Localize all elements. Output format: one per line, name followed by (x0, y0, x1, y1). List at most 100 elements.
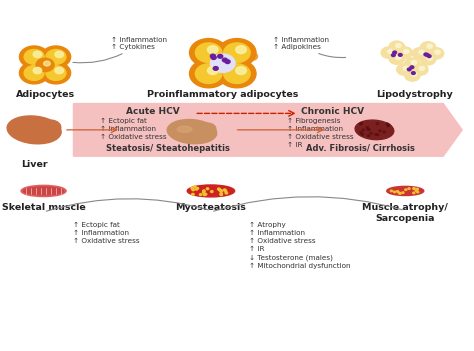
Circle shape (206, 188, 209, 190)
Circle shape (389, 41, 404, 52)
Circle shape (392, 54, 395, 57)
Circle shape (213, 67, 218, 70)
Circle shape (389, 53, 404, 64)
Ellipse shape (355, 120, 394, 140)
Text: Steatosis/ Steatohepatitis: Steatosis/ Steatohepatitis (106, 144, 230, 153)
Ellipse shape (187, 185, 235, 197)
Text: Adipocytes: Adipocytes (16, 90, 74, 99)
Circle shape (402, 192, 404, 193)
Text: ↑ Inflammation
↑ Adipokines: ↑ Inflammation ↑ Adipokines (273, 37, 346, 58)
Circle shape (411, 60, 417, 64)
Circle shape (403, 66, 409, 70)
Circle shape (410, 66, 414, 69)
Circle shape (397, 64, 412, 75)
Circle shape (367, 128, 369, 130)
Circle shape (376, 134, 379, 135)
Circle shape (218, 60, 256, 88)
Circle shape (386, 123, 389, 125)
Circle shape (404, 49, 409, 53)
Circle shape (374, 134, 377, 135)
Circle shape (393, 51, 397, 54)
Circle shape (204, 193, 207, 195)
Circle shape (388, 49, 393, 53)
Circle shape (428, 48, 444, 59)
Circle shape (24, 49, 44, 64)
Circle shape (427, 44, 432, 48)
Ellipse shape (23, 187, 64, 195)
Circle shape (46, 49, 66, 64)
Circle shape (208, 67, 218, 74)
Circle shape (381, 47, 396, 58)
Circle shape (203, 190, 205, 192)
Circle shape (393, 191, 396, 193)
Circle shape (219, 189, 221, 191)
Circle shape (210, 54, 235, 72)
Ellipse shape (196, 123, 216, 135)
Circle shape (220, 194, 222, 196)
Circle shape (398, 192, 401, 194)
Circle shape (420, 54, 436, 65)
Circle shape (359, 123, 362, 125)
Circle shape (220, 190, 222, 192)
Text: Adv. Fibrosis/ Cirrhosis: Adv. Fibrosis/ Cirrhosis (306, 144, 415, 153)
Circle shape (360, 122, 363, 124)
Circle shape (383, 131, 385, 133)
Circle shape (399, 193, 401, 194)
Circle shape (370, 132, 373, 134)
Circle shape (200, 194, 202, 196)
Circle shape (412, 48, 428, 59)
Circle shape (211, 56, 216, 59)
Circle shape (225, 192, 228, 194)
Circle shape (219, 190, 222, 191)
Ellipse shape (177, 126, 192, 132)
Circle shape (210, 54, 215, 58)
Circle shape (36, 58, 54, 72)
Circle shape (41, 46, 71, 68)
Circle shape (396, 44, 401, 47)
Circle shape (239, 75, 250, 83)
Text: ↑ Ectopic fat
↑ Inflammation
↑ Oxidative stress: ↑ Ectopic fat ↑ Inflammation ↑ Oxidative… (100, 118, 167, 140)
Circle shape (236, 67, 246, 74)
Circle shape (397, 191, 399, 192)
Circle shape (225, 60, 230, 64)
Text: Chronic HCV: Chronic HCV (301, 107, 364, 116)
Circle shape (195, 64, 222, 84)
Circle shape (405, 189, 407, 191)
Circle shape (55, 67, 64, 74)
Circle shape (24, 66, 44, 80)
Circle shape (405, 70, 420, 81)
Circle shape (33, 67, 42, 74)
Circle shape (223, 189, 226, 191)
Circle shape (55, 51, 64, 58)
Ellipse shape (377, 123, 392, 133)
Text: Acute HCV: Acute HCV (126, 107, 179, 116)
Circle shape (366, 127, 368, 128)
Circle shape (419, 50, 424, 54)
Circle shape (19, 46, 49, 68)
Ellipse shape (38, 120, 61, 135)
Circle shape (379, 130, 381, 132)
Circle shape (193, 186, 196, 188)
Circle shape (405, 58, 420, 69)
Circle shape (191, 187, 193, 189)
Circle shape (411, 72, 415, 74)
Polygon shape (73, 104, 462, 156)
Circle shape (41, 62, 71, 84)
Text: Liver: Liver (21, 160, 47, 169)
Circle shape (419, 66, 425, 70)
Text: ↑ Ectopic fat
↑ Inflammation
↑ Oxidative stress: ↑ Ectopic fat ↑ Inflammation ↑ Oxidative… (73, 222, 140, 244)
Circle shape (218, 39, 256, 67)
Text: ↑ Fibrogenesis
↑ Inflammation
↑ Oxidative stress
↑ IR: ↑ Fibrogenesis ↑ Inflammation ↑ Oxidativ… (287, 118, 354, 148)
Circle shape (196, 187, 199, 189)
Circle shape (428, 55, 431, 58)
Circle shape (360, 132, 362, 133)
Text: Proinflammatory adipocytes: Proinflammatory adipocytes (147, 90, 299, 99)
Circle shape (19, 62, 49, 84)
Circle shape (413, 192, 415, 194)
Ellipse shape (387, 186, 424, 196)
Circle shape (44, 61, 50, 66)
Circle shape (218, 54, 223, 58)
Circle shape (376, 123, 379, 125)
Circle shape (426, 54, 429, 57)
Text: Myosteatosis: Myosteatosis (175, 203, 246, 212)
